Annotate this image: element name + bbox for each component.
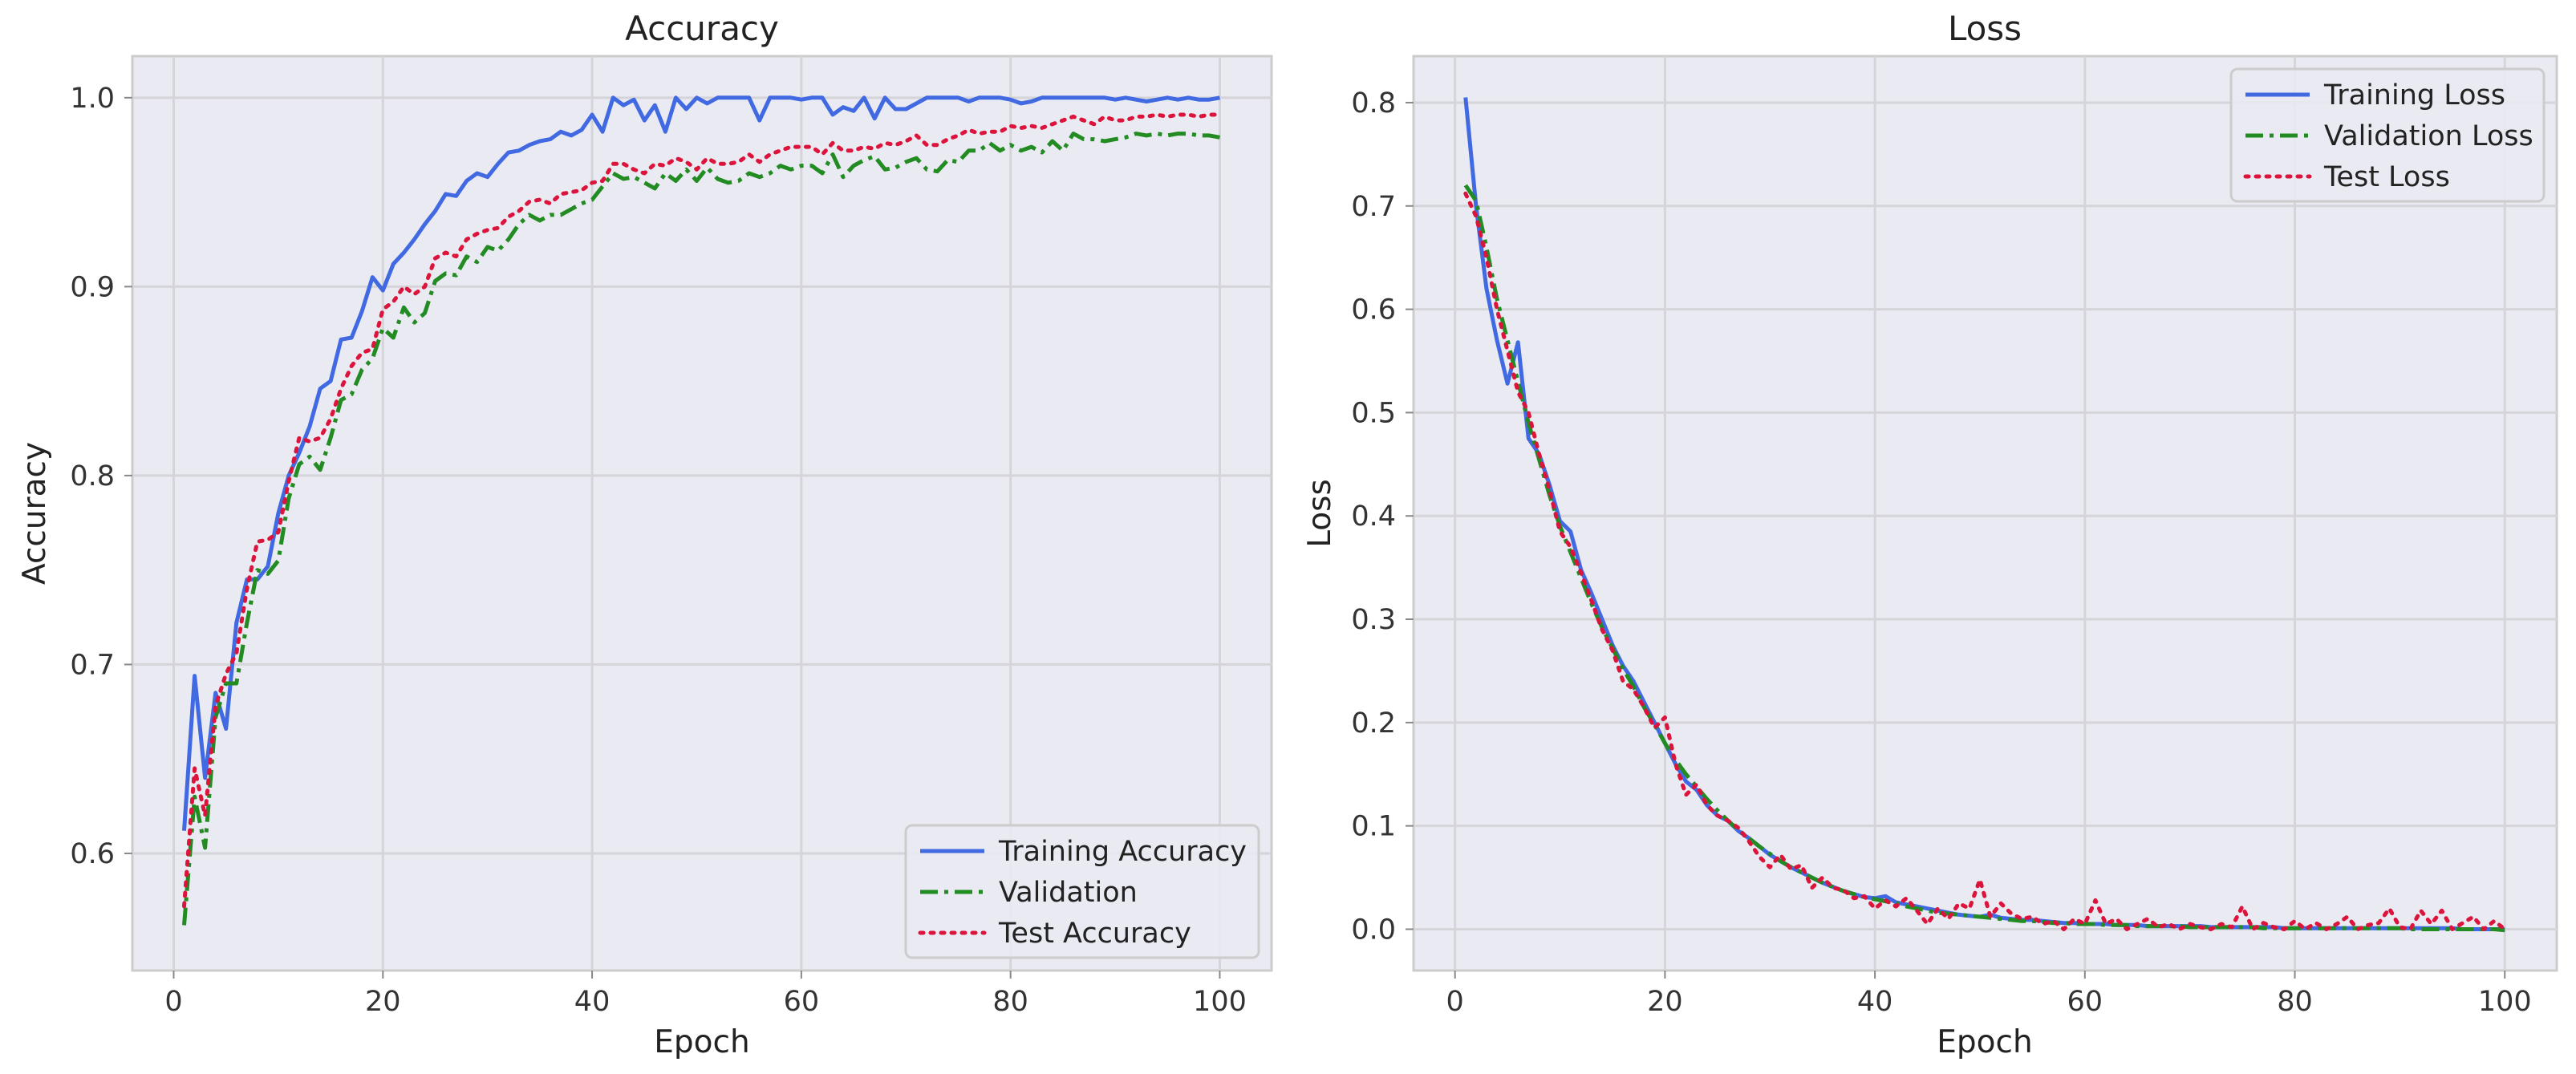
validation-loss-line [1463, 184, 2505, 933]
loss-y-tick-label: 0.1 [1351, 811, 1396, 843]
accuracy-chart-title: Accuracy [625, 9, 779, 48]
accuracy-ticks: 0 20 40 60 80 100 0.6 0.7 0.8 0.9 1.0 [70, 83, 1247, 1018]
accuracy-series [182, 95, 1222, 926]
validation-loss-legend-label: Validation Loss [2324, 120, 2533, 152]
accuracy-y-tick-label: 0.7 [70, 649, 115, 681]
accuracy-legend-box [904, 824, 1260, 959]
validation-line [182, 132, 1220, 926]
loss-y-tick-label: 0.8 [1351, 87, 1396, 120]
accuracy-y-tick-label: 1.0 [70, 83, 115, 115]
test-accuracy-line [182, 112, 1222, 909]
accuracy-x-axis-label: Epoch [654, 1024, 749, 1060]
loss-y-tick-label: 0.2 [1351, 707, 1396, 740]
loss-x-axis-label: Epoch [1937, 1024, 2032, 1060]
loss-y-tick-label: 0.6 [1351, 294, 1396, 326]
loss-panel: 0 20 40 60 80 1000.00.10.20.30.40.50.60.70.8 … [1302, 9, 2558, 1060]
loss-x-tick-label: 80 [2277, 986, 2313, 1018]
loss-x-tick-label: 40 [1857, 986, 1893, 1018]
accuracy-panel: 0 20 40 60 80 100 0.6 0.7 0.8 0.9 1.0 Accuracy Epo… [17, 9, 1273, 1060]
accuracy-x-tick-label: 80 [992, 986, 1028, 1018]
training-accuracy-legend-label: Training Accuracy [998, 836, 1247, 868]
accuracy-x-tick-label: 40 [574, 986, 611, 1018]
loss-y-tick-label: 0.7 [1351, 191, 1396, 223]
loss-chart-title: Loss [1948, 9, 2022, 48]
accuracy-x-tick-label: 100 [1193, 986, 1247, 1018]
test-loss-legend-label: Test Loss [2323, 161, 2450, 193]
loss-y-axis-label: Loss [1302, 479, 1338, 548]
training-accuracy-line [182, 95, 1220, 831]
accuracy-y-tick-label: 0.9 [70, 271, 115, 303]
loss-x-tick-label: 100 [2478, 986, 2532, 1018]
accuracy-y-tick-label: 0.8 [70, 460, 115, 492]
loss-y-tick-label: 0.3 [1351, 604, 1396, 636]
loss-y-tick-label: 0.0 [1351, 914, 1396, 946]
loss-legend: Training Loss Validation Loss Test Loss [2229, 67, 2546, 203]
loss-x-tick-label: 20 [1647, 986, 1683, 1018]
accuracy-x-tick-label: 0 [164, 986, 182, 1018]
loss-y-tick-label: 0.4 [1351, 501, 1396, 533]
accuracy-y-axis-label: Accuracy [17, 442, 53, 585]
test-accuracy-legend-label: Test Accuracy [998, 918, 1191, 950]
loss-plot-area [1412, 55, 2558, 972]
loss-legend-box [2229, 67, 2546, 203]
loss-series [1463, 97, 2507, 933]
accuracy-x-tick-label: 60 [784, 986, 820, 1018]
accuracy-y-tick-label: 0.6 [70, 838, 115, 870]
validation-legend-label: Validation [999, 877, 1138, 909]
loss-y-tick-label: 0.5 [1351, 397, 1396, 429]
loss-ticks: 0 20 40 60 80 100 0.0 0.1 0.2 0.3 0.4 0.5 0.6 0.7 0.8 [1351, 87, 2531, 1018]
loss-x-tick-label: 60 [2067, 986, 2103, 1018]
accuracy-legend: Training Accuracy Validation Test Accuracy [904, 824, 1260, 959]
loss-x-tick-label: 0 [1446, 986, 1464, 1018]
accuracy-x-tick-label: 20 [365, 986, 401, 1018]
training-loss-legend-label: Training Loss [2323, 79, 2505, 111]
accuracy-plot-area [131, 55, 1273, 972]
